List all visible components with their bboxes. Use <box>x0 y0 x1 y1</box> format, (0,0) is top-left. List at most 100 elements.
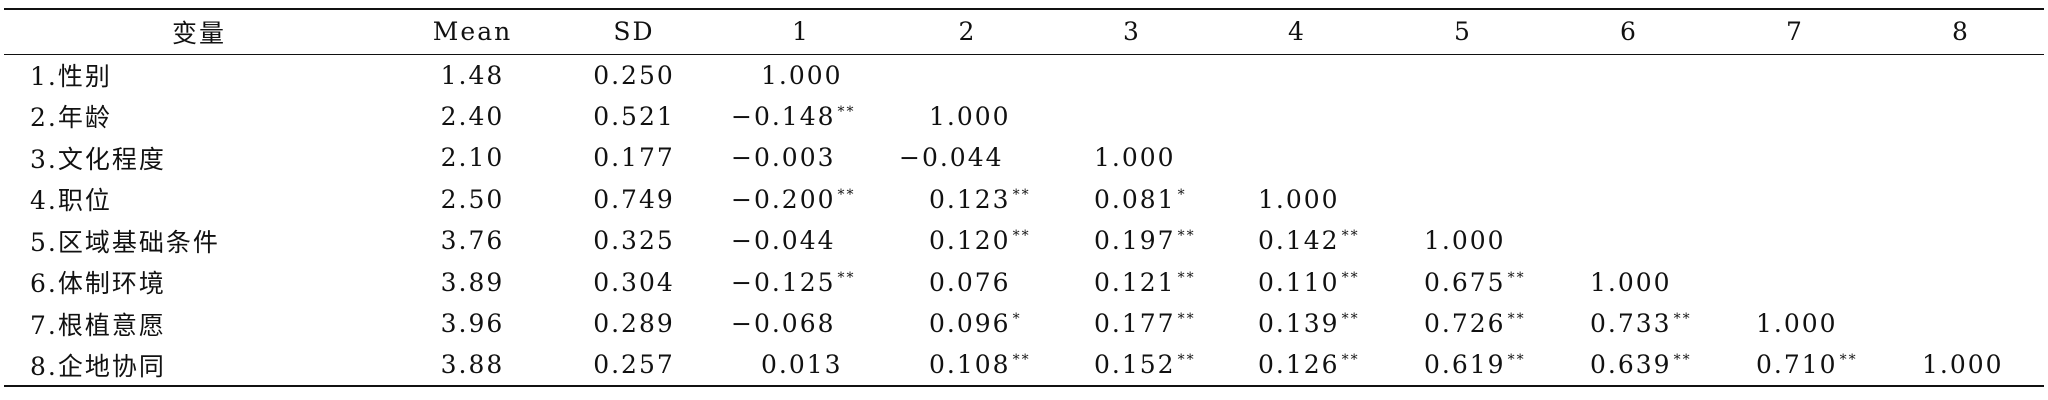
significance: ** <box>1507 311 1526 328</box>
table-row: 8.企地协同 3.88 0.257 0.013 0.108 ** 0.152 ** 0.126 *… <box>4 345 2044 387</box>
sd-cell: 0.257 <box>593 350 675 380</box>
table-row: 4.职位 2.50 0.749 −0.200 ** 0.123 ** 0.081 * 1.000 <box>4 179 2044 221</box>
significance: ** <box>1507 269 1526 286</box>
sd-cell: 0.749 <box>593 184 675 214</box>
significance: ** <box>1507 352 1526 369</box>
significance: ** <box>1012 186 1031 203</box>
corr-value: 0.110 <box>1258 267 1340 297</box>
corr-cell <box>1214 54 1380 96</box>
corr-cell <box>1878 179 2044 221</box>
corr-value: −0.125 <box>731 267 836 297</box>
corr-value: 0.177 <box>1094 309 1176 339</box>
corr-cell: 0.108 ** <box>885 345 1050 387</box>
corr-cell: 0.726 ** <box>1380 303 1546 345</box>
corr-cell: 0.197 ** <box>1050 220 1214 262</box>
corr-cell: 0.142 ** <box>1214 220 1380 262</box>
header-cell: Mean <box>432 17 513 47</box>
corr-value: 1.000 <box>1258 184 1340 214</box>
corr-value: −0.044 <box>731 226 836 256</box>
corr-cell <box>1546 96 1712 138</box>
corr-cell <box>1712 96 1878 138</box>
significance: ** <box>1341 311 1360 328</box>
variable-label: 4.职位 <box>30 186 112 216</box>
corr-value: 0.710 <box>1756 350 1838 380</box>
significance: ** <box>1177 311 1196 328</box>
corr-cell: 0.675 ** <box>1380 262 1546 304</box>
corr-cell: 0.110 ** <box>1214 262 1380 304</box>
corr-value: 1.000 <box>1094 143 1176 173</box>
corr-value: 0.121 <box>1094 267 1176 297</box>
table-row: 3.文化程度 2.10 0.177 −0.003 −0.044 1.000 <box>4 137 2044 179</box>
header-cell: 2 <box>958 17 977 47</box>
corr-cell: −0.125 ** <box>717 262 885 304</box>
corr-cell: 1.000 <box>885 96 1050 138</box>
corr-value: 0.126 <box>1258 350 1340 380</box>
variable-label: 7.根植意愿 <box>30 310 166 340</box>
corr-value: 0.081 <box>1094 184 1176 214</box>
significance: ** <box>1673 311 1692 328</box>
variable-label: 1.性别 <box>30 62 112 91</box>
significance: ** <box>1673 352 1692 369</box>
corr-value: −0.200 <box>731 184 836 214</box>
header-cell: SD <box>613 17 655 47</box>
significance: ** <box>1177 269 1196 286</box>
corr-value: 0.152 <box>1094 350 1176 380</box>
significance: ** <box>837 269 856 286</box>
corr-cell <box>1546 220 1712 262</box>
header-cell: 3 <box>1123 17 1141 47</box>
mean-cell: 3.88 <box>440 350 505 380</box>
table-row: 5.区域基础条件 3.76 0.325 −0.044 0.120 ** 0.197 ** 0.1… <box>4 220 2044 262</box>
corr-cell: 0.619 ** <box>1380 345 1546 387</box>
significance: ** <box>1341 269 1360 286</box>
corr-value: 1.000 <box>1424 226 1506 256</box>
corr-cell: 0.126 ** <box>1214 345 1380 387</box>
mean-cell: 3.96 <box>440 309 505 339</box>
corr-value: 0.733 <box>1590 309 1672 339</box>
corr-cell <box>1380 96 1546 138</box>
table-body: 1.性别 1.48 0.250 1.000 2.年龄 2.40 0.521 −0.148 ** 1… <box>4 54 2044 386</box>
corr-value: 0.120 <box>929 226 1011 256</box>
variable-label: 8.企地协同 <box>30 351 166 381</box>
corr-cell: −0.148 ** <box>717 96 885 138</box>
table-row: 1.性别 1.48 0.250 1.000 <box>4 54 2044 96</box>
corr-value: 0.726 <box>1424 309 1506 339</box>
corr-cell: 1.000 <box>1050 137 1214 179</box>
corr-cell: 1.000 <box>1380 220 1546 262</box>
corr-cell: 1.000 <box>1546 262 1712 304</box>
mean-cell: 3.89 <box>440 267 505 297</box>
header-cell: 变量 <box>171 18 226 48</box>
mean-cell: 2.10 <box>440 143 505 173</box>
corr-cell <box>1380 179 1546 221</box>
corr-value: −0.044 <box>899 143 1004 173</box>
corr-value: −0.148 <box>731 101 836 131</box>
corr-cell <box>885 54 1050 96</box>
sd-cell: 0.289 <box>593 309 675 339</box>
corr-cell: 0.139 ** <box>1214 303 1380 345</box>
corr-cell <box>1546 137 1712 179</box>
header-cell: 4 <box>1288 17 1306 47</box>
corr-cell <box>1214 96 1380 138</box>
corr-cell <box>1878 303 2044 345</box>
corr-cell <box>1380 54 1546 96</box>
corr-value: 0.123 <box>929 184 1011 214</box>
corr-cell <box>1878 262 2044 304</box>
corr-cell: 0.013 <box>717 345 885 387</box>
corr-cell <box>1712 54 1878 96</box>
mean-cell: 2.50 <box>440 184 505 214</box>
corr-cell: −0.068 <box>717 303 885 345</box>
corr-value: 1.000 <box>1756 309 1838 339</box>
corr-value: 0.013 <box>761 350 843 380</box>
table-row: 7.根植意愿 3.96 0.289 −0.068 0.096 * 0.177 ** 0.139 *… <box>4 303 2044 345</box>
mean-cell: 3.76 <box>440 226 505 256</box>
significance: * <box>1012 311 1022 328</box>
corr-cell <box>1050 54 1214 96</box>
corr-cell <box>1712 262 1878 304</box>
mean-cell: 2.40 <box>440 101 505 131</box>
variable-label: 5.区域基础条件 <box>30 227 220 257</box>
corr-cell <box>1546 54 1712 96</box>
corr-cell: 0.121 ** <box>1050 262 1214 304</box>
corr-cell <box>1712 179 1878 221</box>
corr-cell: 1.000 <box>717 54 885 96</box>
header-cell: 5 <box>1454 17 1472 47</box>
corr-value: 0.675 <box>1424 267 1506 297</box>
